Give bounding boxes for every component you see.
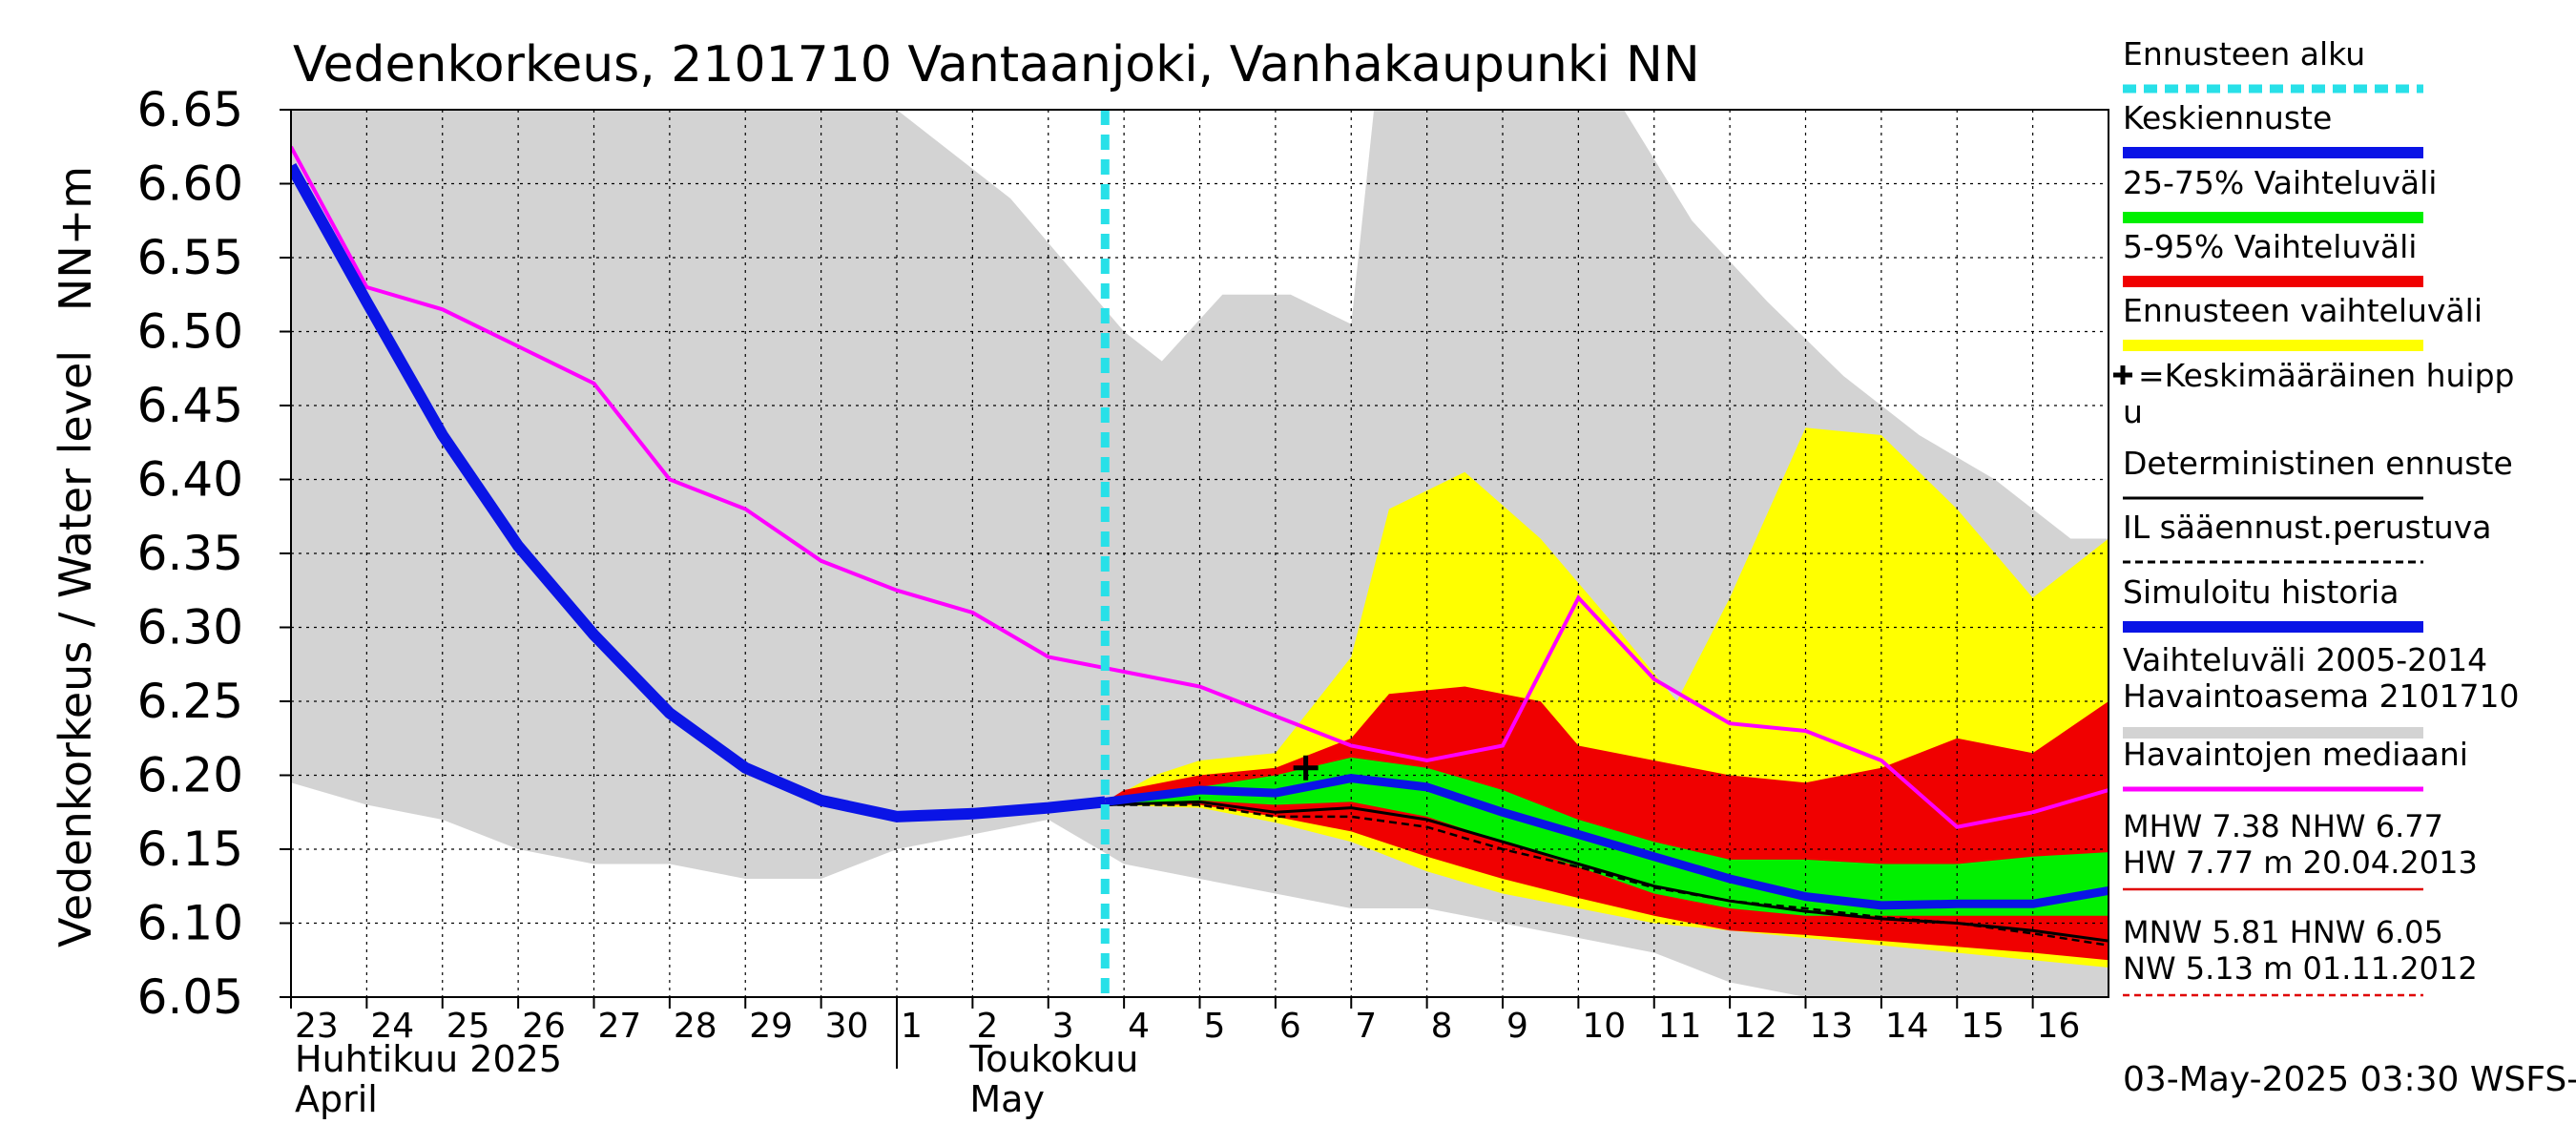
stats-line1: MNW 5.81 HNW 6.05 xyxy=(2123,914,2443,950)
x-tick-label: 14 xyxy=(1885,1007,1929,1046)
y-tick-label: 6.05 xyxy=(137,969,243,1025)
x-tick-label: 24 xyxy=(370,1007,414,1046)
legend: Ennusteen alku Keskiennuste 25-75% Vaihtel… xyxy=(2113,35,2520,997)
x-tick-label: 29 xyxy=(749,1007,793,1046)
month-label-fi: Toukokuu xyxy=(968,1038,1138,1080)
axes: 6.05 6.10 6.15 6.20 6.25 6.30 6.35 6.40 6.45 6.50… xyxy=(137,82,2109,1120)
y-tick-label: 6.35 xyxy=(137,526,243,581)
legend-label: IL sääennust.perustuva xyxy=(2123,509,2491,546)
y-tick-label: 6.65 xyxy=(137,82,243,137)
legend-label: Ennusteen vaihteluväli xyxy=(2123,292,2483,329)
legend-label: Havaintojen mediaani xyxy=(2123,736,2468,773)
legend-label: Simuloitu historia xyxy=(2123,573,2399,611)
chart-title: Vedenkorkeus, 2101710 Vantaanjoki, Vanha… xyxy=(293,36,1700,94)
x-tick-label: 13 xyxy=(1810,1007,1854,1046)
il-forecast-line xyxy=(1105,803,2109,947)
stats-line2: NW 5.13 m 01.11.2012 xyxy=(2123,950,2478,987)
legend-label: Deterministinen ennuste xyxy=(2123,445,2513,482)
x-tick-label: 3 xyxy=(1052,1007,1074,1046)
legend-label-line2: u xyxy=(2123,393,2143,430)
month-label-fi: Huhtikuu 2025 xyxy=(295,1038,562,1080)
simulated-history-line xyxy=(291,162,1106,822)
legend-label: 5-95% Vaihteluväli xyxy=(2123,228,2417,265)
deterministic-forecast-line xyxy=(1105,800,2109,943)
y-tick-label: 6.15 xyxy=(137,822,243,877)
y-axis-label-outer: Vedenkorkeus / Water level xyxy=(50,350,101,947)
x-tick-label: 23 xyxy=(295,1007,339,1046)
x-tick-label: 2 xyxy=(976,1007,998,1046)
y-tick-label: 6.10 xyxy=(137,896,243,951)
x-tick-label: 7 xyxy=(1355,1007,1377,1046)
month-label-en: May xyxy=(969,1078,1045,1120)
y-tick-label: 6.55 xyxy=(137,230,243,285)
grid-lines xyxy=(291,110,2109,997)
x-tick-label: 5 xyxy=(1204,1007,1226,1046)
p25-75-band xyxy=(1105,757,2109,916)
legend-label: Ennusteen alku xyxy=(2123,35,2365,73)
x-tick-label: 16 xyxy=(2037,1007,2081,1046)
x-tick-label: 1 xyxy=(901,1007,923,1046)
x-tick-label: 15 xyxy=(1961,1007,2005,1046)
y-tick-label: 6.40 xyxy=(137,452,243,508)
legend-label: 25-75% Vaihteluväli xyxy=(2123,164,2437,201)
x-tick-label: 11 xyxy=(1658,1007,1702,1046)
y-tick-label: 6.50 xyxy=(137,304,243,360)
legend-label: Keskiennuste xyxy=(2123,99,2332,136)
y-tick-label: 6.25 xyxy=(137,674,243,729)
x-tick-label: 9 xyxy=(1506,1007,1528,1046)
y-tick-label: 6.45 xyxy=(137,378,243,433)
observed-median-line xyxy=(291,145,2109,829)
y-tick-label: 6.20 xyxy=(137,748,243,803)
x-tick-label: 28 xyxy=(674,1007,717,1046)
legend-label-line2: Havaintoasema 2101710 xyxy=(2123,677,2520,715)
footer-timestamp: 03-May-2025 03:30 WSFS-O xyxy=(2123,1060,2576,1099)
stats-line1: MHW 7.38 NHW 6.77 xyxy=(2123,808,2443,844)
y-tick-label: 6.60 xyxy=(137,156,243,212)
x-tick-label: 25 xyxy=(447,1007,490,1046)
x-tick-label: 6 xyxy=(1279,1007,1301,1046)
legend-label: =Keskimääräinen huipp xyxy=(2138,357,2515,394)
y-axis-label-inner: NN+m xyxy=(50,166,101,311)
y-tick-label: 6.30 xyxy=(137,600,243,656)
stats-line2: HW 7.77 m 20.04.2013 xyxy=(2123,844,2478,881)
plot-area xyxy=(291,110,2109,997)
x-tick-label: 12 xyxy=(1734,1007,1777,1046)
x-tick-label: 26 xyxy=(522,1007,566,1046)
x-tick-label: 10 xyxy=(1582,1007,1626,1046)
month-label-en: April xyxy=(295,1078,378,1120)
x-tick-label: 27 xyxy=(598,1007,642,1046)
legend-label: Vaihteluväli 2005-2014 xyxy=(2123,641,2487,678)
x-tick-label: 8 xyxy=(1431,1007,1453,1046)
x-tick-label: 4 xyxy=(1128,1007,1150,1046)
x-tick-label: 30 xyxy=(825,1007,869,1046)
mean-forecast-line xyxy=(1104,774,2109,910)
